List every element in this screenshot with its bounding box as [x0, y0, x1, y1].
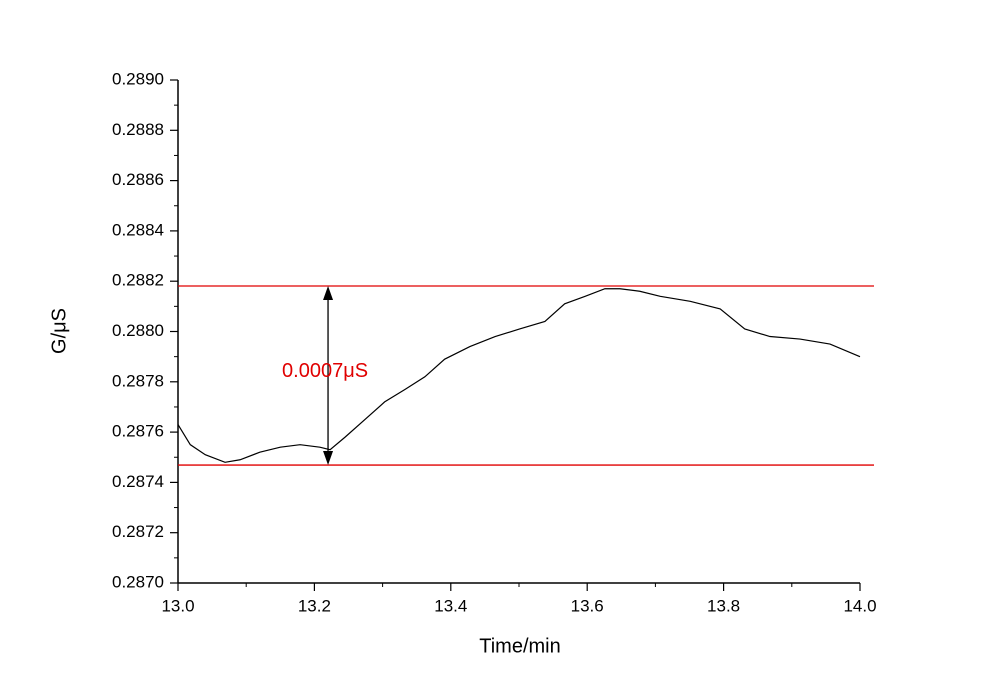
- y-tick-label: 0.2886: [112, 170, 164, 189]
- x-tick-label: 13.8: [707, 596, 740, 615]
- y-tick-label: 0.2874: [112, 472, 164, 491]
- x-tick-label: 13.2: [298, 596, 331, 615]
- data-line: [177, 288, 861, 463]
- x-tick-label: 13.6: [571, 596, 604, 615]
- x-axis-label: Time/min: [479, 635, 560, 657]
- y-tick-label: 0.2872: [112, 522, 164, 541]
- y-tick-label: 0.2876: [112, 422, 164, 441]
- x-tick-label: 14.0: [843, 596, 876, 615]
- x-tick-label: 13.0: [161, 596, 194, 615]
- y-tick-label: 0.2890: [112, 69, 164, 88]
- y-tick-label: 0.2880: [112, 321, 164, 340]
- x-tick-label: 13.4: [434, 596, 467, 615]
- y-tick-label: 0.2888: [112, 120, 164, 139]
- y-axis-label: G/μS: [48, 308, 70, 354]
- annotation: 0.0007μS: [282, 360, 368, 382]
- y-tick-label: 0.2884: [112, 220, 164, 239]
- y-tick-label: 0.2882: [112, 271, 164, 290]
- y-tick-label: 0.2878: [112, 371, 164, 390]
- y-tick-label: 0.2870: [112, 572, 164, 591]
